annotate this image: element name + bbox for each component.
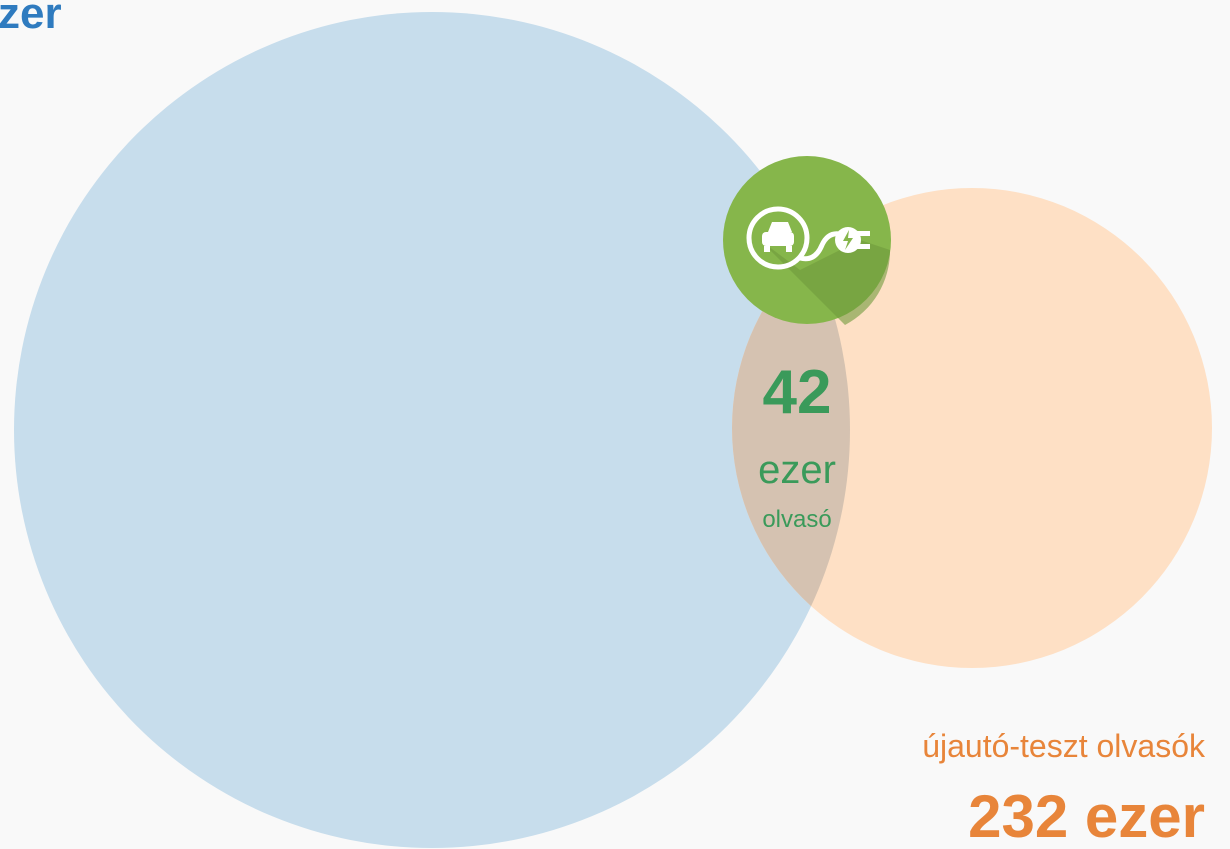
overlap-value: 42 <box>763 358 832 427</box>
left-set-circle <box>14 12 850 848</box>
right-set-label: újautó-teszt olvasók <box>922 728 1206 764</box>
overlap-caption: olvasó <box>762 506 831 533</box>
overlap-unit: ezer <box>758 448 836 492</box>
right-set-value: 232 ezer <box>968 783 1205 849</box>
ev-icon <box>723 156 891 325</box>
title: zer <box>0 0 62 38</box>
